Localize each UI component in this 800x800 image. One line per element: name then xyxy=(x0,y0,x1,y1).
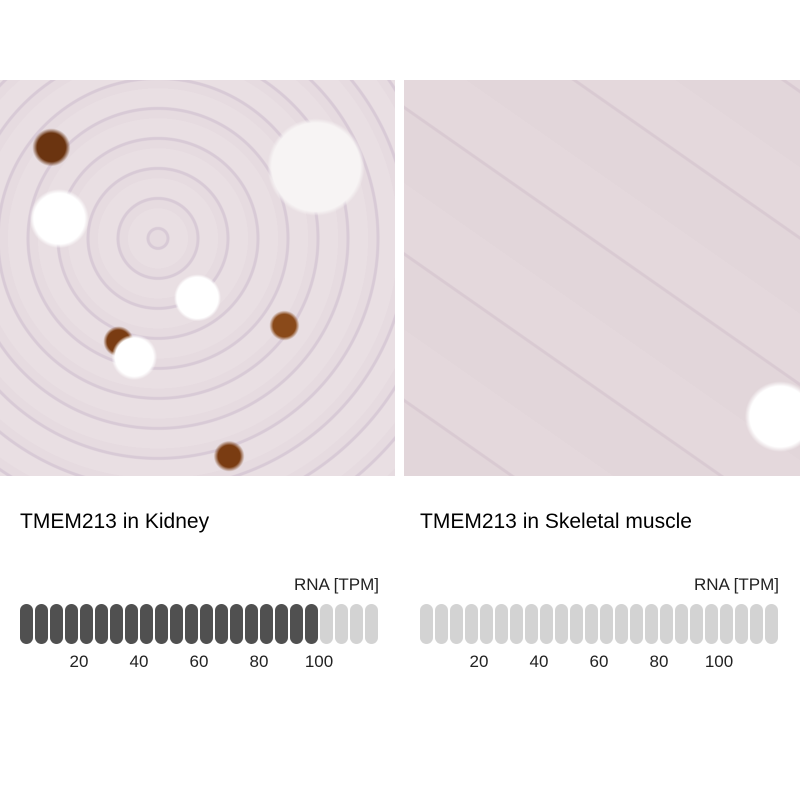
tick-label: 20 xyxy=(69,652,89,671)
tick-label: 40 xyxy=(529,652,549,671)
bar-segment-empty xyxy=(495,604,508,644)
bar-segment-empty xyxy=(450,604,463,644)
bar-segment-empty xyxy=(750,604,763,644)
bar-segment-filled xyxy=(260,604,273,644)
bar-segment-empty xyxy=(645,604,658,644)
bar-segment-empty xyxy=(705,604,718,644)
bar-segment-filled xyxy=(185,604,198,644)
bar-segment-empty xyxy=(510,604,523,644)
tick-label: 100 xyxy=(704,652,734,671)
bar-segment-empty xyxy=(335,604,348,644)
tick-label: 20 xyxy=(469,652,489,671)
kidney-title: TMEM213 in Kidney xyxy=(20,510,210,533)
bar-segment-filled xyxy=(275,604,288,644)
bar-segment-empty xyxy=(540,604,553,644)
bar-segment-filled xyxy=(65,604,78,644)
tick-label: 80 xyxy=(649,652,669,671)
kidney-tissue-image xyxy=(0,80,395,476)
muscle-title: TMEM213 in Skeletal muscle xyxy=(420,510,692,533)
bar-segment-empty xyxy=(660,604,673,644)
bar-segment-empty xyxy=(615,604,628,644)
bar-segment-empty xyxy=(585,604,598,644)
bar-segment-filled xyxy=(230,604,243,644)
bar-segment-empty xyxy=(420,604,433,644)
bar-segment-empty xyxy=(765,604,778,644)
muscle-rna-bar xyxy=(420,604,780,644)
bar-segment-empty xyxy=(480,604,493,644)
bar-segment-empty xyxy=(675,604,688,644)
muscle-rna-label: RNA [TPM] xyxy=(693,575,779,594)
bar-segment-empty xyxy=(365,604,378,644)
bar-segment-filled xyxy=(290,604,303,644)
bar-segment-filled xyxy=(170,604,183,644)
bar-segment-empty xyxy=(350,604,363,644)
bar-segment-filled xyxy=(110,604,123,644)
kidney-rna-bar xyxy=(20,604,380,644)
tick-label: 60 xyxy=(589,652,609,671)
bar-segment-empty xyxy=(690,604,703,644)
tick-label: 60 xyxy=(189,652,209,671)
bar-segment-filled xyxy=(305,604,318,644)
bar-segment-filled xyxy=(125,604,138,644)
bar-segment-empty xyxy=(435,604,448,644)
bar-segment-filled xyxy=(35,604,48,644)
bar-segment-filled xyxy=(200,604,213,644)
bar-segment-empty xyxy=(735,604,748,644)
bar-segment-filled xyxy=(80,604,93,644)
bar-segment-filled xyxy=(95,604,108,644)
bar-segment-filled xyxy=(50,604,63,644)
tick-label: 80 xyxy=(249,652,269,671)
skeletal-muscle-tissue-image xyxy=(404,80,800,476)
kidney-rna-label: RNA [TPM] xyxy=(293,575,379,594)
bar-segment-empty xyxy=(720,604,733,644)
bar-segment-filled xyxy=(245,604,258,644)
bar-segment-empty xyxy=(555,604,568,644)
bar-segment-empty xyxy=(630,604,643,644)
tick-label: 40 xyxy=(129,652,149,671)
bar-segment-filled xyxy=(20,604,33,644)
bar-segment-filled xyxy=(155,604,168,644)
tick-label: 100 xyxy=(304,652,334,671)
bar-segment-empty xyxy=(320,604,333,644)
bar-segment-empty xyxy=(600,604,613,644)
bar-segment-empty xyxy=(465,604,478,644)
bar-segment-filled xyxy=(140,604,153,644)
bar-segment-filled xyxy=(215,604,228,644)
bar-segment-empty xyxy=(525,604,538,644)
bar-segment-empty xyxy=(570,604,583,644)
